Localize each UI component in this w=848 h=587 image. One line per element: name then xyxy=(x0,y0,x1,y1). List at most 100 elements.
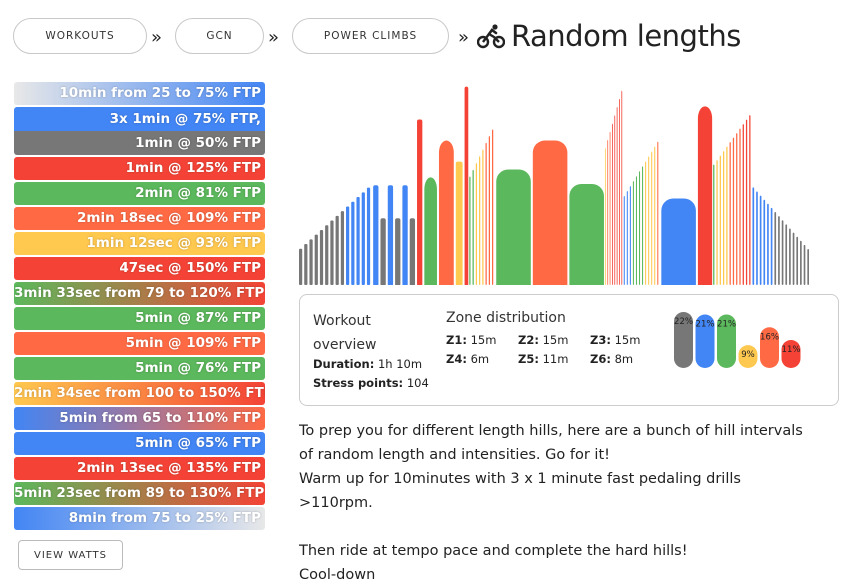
title-text: Random lengths xyxy=(511,19,741,53)
duration-stat: Duration: 1h 10m xyxy=(313,357,422,371)
interval-item: 5min @ 65% FTP xyxy=(14,432,265,455)
profile-bar xyxy=(638,171,641,285)
profile-bar xyxy=(496,169,531,285)
stress-label: Stress points: xyxy=(313,376,404,390)
profile-bar xyxy=(424,177,437,285)
interval-item: 1min 12sec @ 93% FTP xyxy=(14,232,265,255)
overview-heading: Workout overview xyxy=(313,313,377,353)
profile-bar xyxy=(789,228,791,285)
profile-bar xyxy=(361,192,365,285)
zone-stat: Z4: 6m xyxy=(446,352,490,366)
profile-bar xyxy=(616,107,618,285)
interval-item: 3x 1min @ 75% FTP, 1min @ 50% FTP xyxy=(14,107,265,155)
zone-stat: Z1: 15m xyxy=(446,333,497,347)
profile-bar xyxy=(739,128,741,285)
profile-bar xyxy=(800,240,802,285)
profile-bar xyxy=(488,136,490,285)
stress-value: 104 xyxy=(406,376,429,390)
description-line: To prep you for different length hills, … xyxy=(299,423,803,463)
profile-bar xyxy=(464,86,469,285)
zone-stat: Z5: 11m xyxy=(518,352,569,366)
profile-bar xyxy=(752,187,755,285)
profile-bar xyxy=(299,248,303,285)
profile-bar xyxy=(351,201,355,285)
zone-bar xyxy=(695,314,715,368)
profile-bar xyxy=(759,195,762,285)
interval-item: 10min from 25 to 75% FTP xyxy=(14,82,265,105)
breadcrumb-separator: » xyxy=(458,27,470,48)
profile-bar xyxy=(304,244,308,285)
profile-bar xyxy=(472,169,474,285)
interval-item: 47sec @ 150% FTP xyxy=(14,257,265,280)
workout-profile-chart xyxy=(299,86,809,285)
profile-bar xyxy=(409,218,416,285)
profile-bar xyxy=(651,151,653,285)
zone-bar-label: 16% xyxy=(760,332,779,342)
duration-value: 1h 10m xyxy=(377,357,423,371)
profile-bar xyxy=(661,198,696,285)
profile-bar xyxy=(722,151,725,285)
profile-bar xyxy=(492,129,494,285)
profile-bar xyxy=(756,191,758,285)
profile-bar xyxy=(719,155,721,285)
zone-bar-label: 9% xyxy=(741,350,755,360)
profile-bar xyxy=(629,186,631,285)
profile-bar xyxy=(335,215,339,285)
interval-item: 5min @ 109% FTP xyxy=(14,332,265,355)
breadcrumb-separator: » xyxy=(268,27,280,48)
profile-bar xyxy=(785,224,788,285)
breadcrumb-gcn[interactable]: GCN xyxy=(175,18,264,54)
profile-bar xyxy=(767,203,769,285)
zone-distribution-chart: 22% 21% 21%9%16%11% xyxy=(674,312,801,368)
profile-bar xyxy=(749,115,751,285)
profile-bar xyxy=(726,146,728,285)
zone-bar xyxy=(717,314,736,368)
zone-stat: Z3: 15m xyxy=(590,333,641,347)
profile-bar xyxy=(319,229,324,285)
workout-description: To prep you for different length hills, … xyxy=(299,419,819,587)
profile-bar xyxy=(713,164,715,285)
profile-bar xyxy=(623,195,625,285)
profile-bar xyxy=(469,176,471,285)
profile-bar xyxy=(763,199,766,285)
profile-bar xyxy=(387,185,394,285)
profile-bar xyxy=(609,131,611,285)
breadcrumb-workouts[interactable]: WORKOUTS xyxy=(13,18,147,54)
profile-bar xyxy=(402,185,408,285)
profile-bar xyxy=(373,185,379,285)
profile-bar xyxy=(614,115,616,285)
interval-label-line: 3x 1min @ 75% FTP, xyxy=(109,111,261,127)
zone-bar-label: 21% xyxy=(717,320,736,330)
profile-bar xyxy=(632,181,634,285)
interval-item: 2min 18sec @ 109% FTP xyxy=(14,207,265,230)
profile-bar xyxy=(742,124,744,285)
profile-bar xyxy=(778,216,780,285)
profile-bar xyxy=(366,187,371,285)
profile-bar xyxy=(626,191,628,285)
profile-bar xyxy=(736,133,738,285)
view-watts-button[interactable]: VIEW WATTS xyxy=(18,540,123,570)
profile-bar xyxy=(330,220,334,285)
profile-bar xyxy=(356,197,360,285)
workout-overview-panel: Workout overview Duration: 1h 10m Stress… xyxy=(299,294,839,406)
profile-bar xyxy=(648,156,650,285)
zone-bar xyxy=(760,327,779,368)
interval-item: 5min @ 76% FTP xyxy=(14,357,265,380)
interval-item: 5min 23sec from 89 to 130% FTP xyxy=(14,482,265,505)
profile-bar xyxy=(781,220,784,285)
zone-distribution-heading: Zone distribution xyxy=(446,310,566,326)
zone-bar xyxy=(781,340,801,368)
profile-bar xyxy=(697,106,713,285)
description-line: Cool-down xyxy=(299,567,376,583)
profile-bar xyxy=(475,163,478,285)
zone-stat: Z2: 15m xyxy=(518,333,569,347)
interval-item: 2min 34sec from 100 to 150% FTP xyxy=(14,382,265,405)
breadcrumb-separator: » xyxy=(151,27,163,48)
cyclist-icon xyxy=(477,24,505,49)
profile-bar xyxy=(807,249,809,285)
profile-bar xyxy=(607,140,609,285)
profile-bar xyxy=(657,141,659,285)
profile-bar xyxy=(340,211,345,285)
interval-item: 1min @ 125% FTP xyxy=(14,157,265,180)
breadcrumb-power-climbs[interactable]: POWER CLIMBS xyxy=(292,18,449,54)
